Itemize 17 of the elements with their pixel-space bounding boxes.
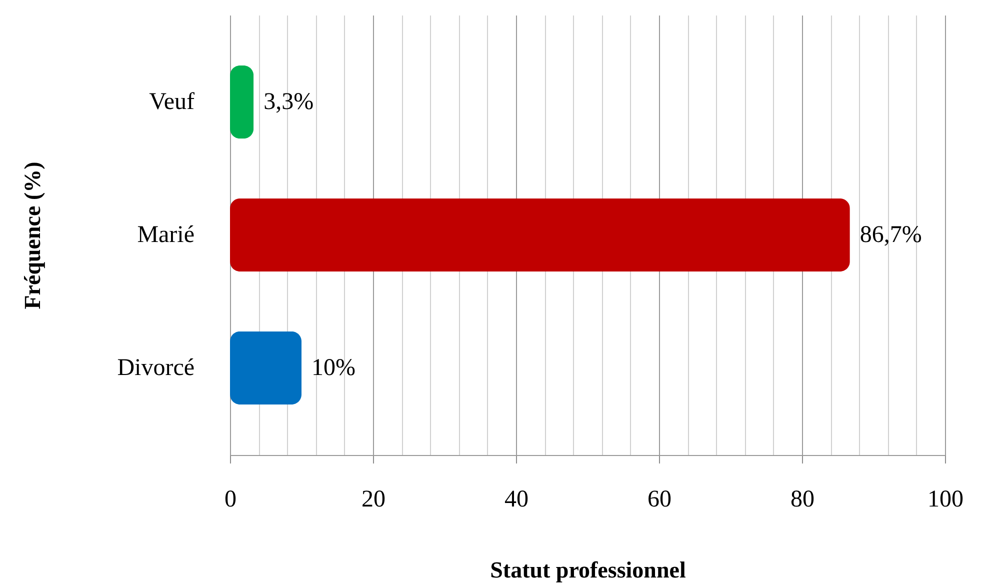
y-tick-label: Divorcé — [117, 354, 194, 381]
x-tick-label: 60 — [648, 486, 672, 512]
bar — [230, 198, 850, 272]
bar — [230, 331, 302, 404]
bar — [230, 66, 254, 139]
x-tick-label: 0 — [224, 486, 236, 512]
data-label: 10% — [312, 354, 356, 381]
x-tick-label: 40 — [504, 486, 528, 512]
x-tick-label: 20 — [362, 486, 386, 512]
y-tick-label: Veuf — [149, 89, 194, 116]
y-axis-title: Fréquence (%) — [20, 162, 46, 310]
data-label: 3,3% — [264, 89, 314, 116]
data-label: 86,7% — [860, 222, 922, 248]
x-axis-title: Statut professionnel — [490, 558, 686, 582]
y-tick-label: Marié — [137, 222, 194, 248]
x-tick-label: 100 — [928, 486, 964, 512]
x-tick-label: 80 — [790, 486, 814, 512]
